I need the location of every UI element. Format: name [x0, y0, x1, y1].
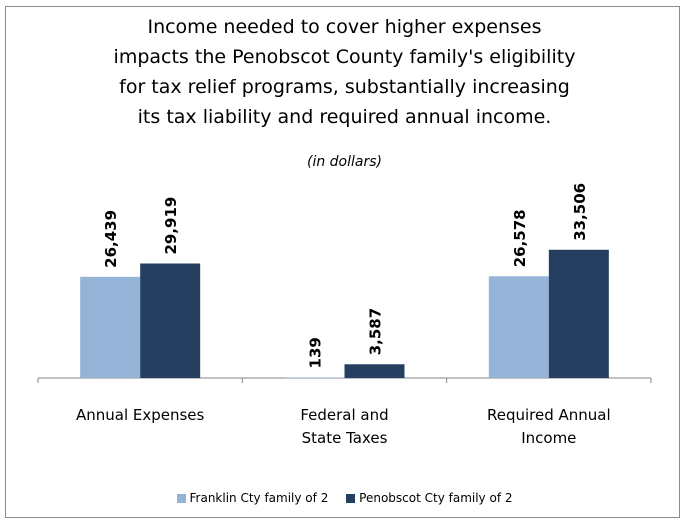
- data-label-0-0: 26,439: [102, 210, 120, 268]
- category-label-2-1: Income: [521, 429, 576, 447]
- chart-subtitle: (in dollars): [307, 154, 382, 170]
- legend-swatch-penobscot: [346, 494, 356, 503]
- category-label-2-0: Required Annual: [487, 406, 611, 424]
- data-label-1-2: 33,506: [571, 183, 589, 241]
- bar-1-1: [344, 364, 405, 378]
- title-line-4: its tax liability and required annual in…: [137, 106, 552, 128]
- title-line-3: for tax relief programs, substantially i…: [119, 76, 570, 98]
- category-label-1-1: State Taxes: [302, 429, 388, 447]
- title-line-1: Income needed to cover higher expenses: [147, 16, 542, 38]
- chart-title: Income needed to cover higher expenses i…: [0, 12, 689, 132]
- bar-0-2: [488, 276, 549, 378]
- bar-0-0: [80, 276, 141, 378]
- legend-label-franklin: Franklin Cty family of 2: [189, 491, 329, 505]
- data-label-0-1: 139: [307, 337, 325, 368]
- data-label-0-2: 26,578: [511, 209, 529, 267]
- category-label-1-0: Federal and: [300, 406, 388, 424]
- data-label-1-1: 3,587: [367, 308, 385, 355]
- bar-0-1: [284, 377, 345, 378]
- legend-item-franklin: Franklin Cty family of 2: [176, 491, 329, 505]
- title-line-2: impacts the Penobscot County family's el…: [113, 46, 576, 68]
- bar-1-2: [548, 249, 609, 378]
- category-label-0-0: Annual Expenses: [76, 406, 205, 424]
- legend-item-penobscot: Penobscot Cty family of 2: [346, 491, 513, 505]
- bar-1-0: [140, 263, 201, 378]
- legend-swatch-franklin: [176, 494, 186, 503]
- data-label-1-0: 29,919: [162, 197, 180, 255]
- legend: Franklin Cty family of 2 Penobscot Cty f…: [0, 491, 689, 505]
- legend-label-penobscot: Penobscot Cty family of 2: [359, 491, 513, 505]
